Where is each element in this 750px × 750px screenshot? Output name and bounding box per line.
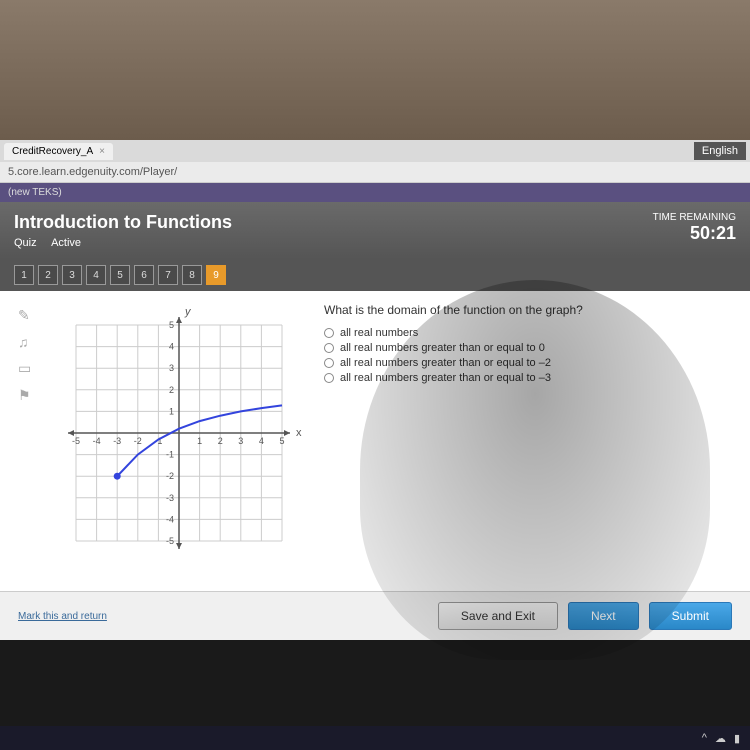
question-nav-1[interactable]: 1 xyxy=(14,265,34,285)
svg-text:2: 2 xyxy=(218,436,223,446)
headphones-icon[interactable]: ♫ xyxy=(18,334,34,350)
mark-return-link[interactable]: Mark this and return xyxy=(18,611,107,622)
option-1[interactable]: all real numbers greater than or equal t… xyxy=(324,342,732,354)
question-nav-4[interactable]: 4 xyxy=(86,265,106,285)
svg-text:-1: -1 xyxy=(166,450,174,460)
svg-text:1: 1 xyxy=(169,406,174,416)
svg-text:-2: -2 xyxy=(134,436,142,446)
close-icon[interactable]: × xyxy=(99,146,105,157)
svg-text:4: 4 xyxy=(259,436,264,446)
question-nav-6[interactable]: 6 xyxy=(134,265,154,285)
radio-icon[interactable] xyxy=(324,358,334,368)
svg-text:3: 3 xyxy=(169,363,174,373)
language-button[interactable]: English xyxy=(694,142,746,160)
question-prompt: What is the domain of the function on th… xyxy=(324,303,732,317)
option-label: all real numbers greater than or equal t… xyxy=(340,342,545,354)
url-bar[interactable]: 5.core.learn.edgenuity.com/Player/ xyxy=(0,162,750,183)
option-2[interactable]: all real numbers greater than or equal t… xyxy=(324,357,732,369)
flag-icon[interactable]: ⚑ xyxy=(18,387,34,404)
note-icon[interactable]: ▭ xyxy=(18,360,34,377)
save-exit-button[interactable]: Save and Exit xyxy=(438,602,558,630)
graph: -5-4-3-2-112345-5-4-3-2-112345xy xyxy=(54,303,304,579)
browser-tab-bar: CreditRecovery_A × English xyxy=(0,140,750,162)
svg-text:1: 1 xyxy=(197,436,202,446)
svg-text:4: 4 xyxy=(169,342,174,352)
timer: TIME REMAINING 50:21 xyxy=(653,212,736,244)
svg-text:-5: -5 xyxy=(166,536,174,546)
function-graph: -5-4-3-2-112345-5-4-3-2-112345xy xyxy=(54,303,304,563)
svg-text:-4: -4 xyxy=(166,514,174,524)
question-nav-8[interactable]: 8 xyxy=(182,265,202,285)
next-button[interactable]: Next xyxy=(568,602,639,630)
radio-icon[interactable] xyxy=(324,343,334,353)
timer-value: 50:21 xyxy=(653,223,736,244)
svg-text:-4: -4 xyxy=(93,436,101,446)
svg-text:-3: -3 xyxy=(166,493,174,503)
svg-text:3: 3 xyxy=(238,436,243,446)
svg-text:5: 5 xyxy=(279,436,284,446)
chevron-up-icon[interactable]: ^ xyxy=(702,732,707,744)
question-nav: 123456789 xyxy=(0,259,750,291)
page-title: Introduction to Functions xyxy=(14,212,232,233)
cloud-icon[interactable]: ☁ xyxy=(715,732,726,745)
battery-icon[interactable]: ▮ xyxy=(734,732,740,745)
footer: Mark this and return Save and Exit Next … xyxy=(0,591,750,640)
submit-button[interactable]: Submit xyxy=(649,602,732,630)
question-nav-7[interactable]: 7 xyxy=(158,265,178,285)
option-3[interactable]: all real numbers greater than or equal t… xyxy=(324,372,732,384)
question-nav-2[interactable]: 2 xyxy=(38,265,58,285)
pencil-icon[interactable]: ✎ xyxy=(18,307,34,324)
svg-text:2: 2 xyxy=(169,385,174,395)
svg-text:5: 5 xyxy=(169,320,174,330)
browser-tab[interactable]: CreditRecovery_A × xyxy=(4,143,113,160)
lesson-header: Introduction to Functions Quiz Active TI… xyxy=(0,202,750,259)
radio-icon[interactable] xyxy=(324,373,334,383)
option-0[interactable]: all real numbers xyxy=(324,327,732,339)
svg-text:-3: -3 xyxy=(113,436,121,446)
question-nav-9[interactable]: 9 xyxy=(206,265,226,285)
option-label: all real numbers xyxy=(340,327,418,339)
question-nav-5[interactable]: 5 xyxy=(110,265,130,285)
option-label: all real numbers greater than or equal t… xyxy=(340,372,551,384)
quiz-status: Active xyxy=(51,237,81,249)
timer-label: TIME REMAINING xyxy=(653,212,736,223)
toolbar: ✎ ♫ ▭ ⚑ xyxy=(18,303,34,579)
option-label: all real numbers greater than or equal t… xyxy=(340,357,551,369)
question-nav-3[interactable]: 3 xyxy=(62,265,82,285)
quiz-label: Quiz xyxy=(14,237,37,249)
taskbar: ^ ☁ ▮ xyxy=(0,726,750,750)
tab-title: CreditRecovery_A xyxy=(12,146,93,157)
breadcrumb: (new TEKS) xyxy=(0,183,750,202)
radio-icon[interactable] xyxy=(324,328,334,338)
svg-text:-2: -2 xyxy=(166,471,174,481)
svg-text:x: x xyxy=(296,427,302,439)
svg-text:-5: -5 xyxy=(72,436,80,446)
